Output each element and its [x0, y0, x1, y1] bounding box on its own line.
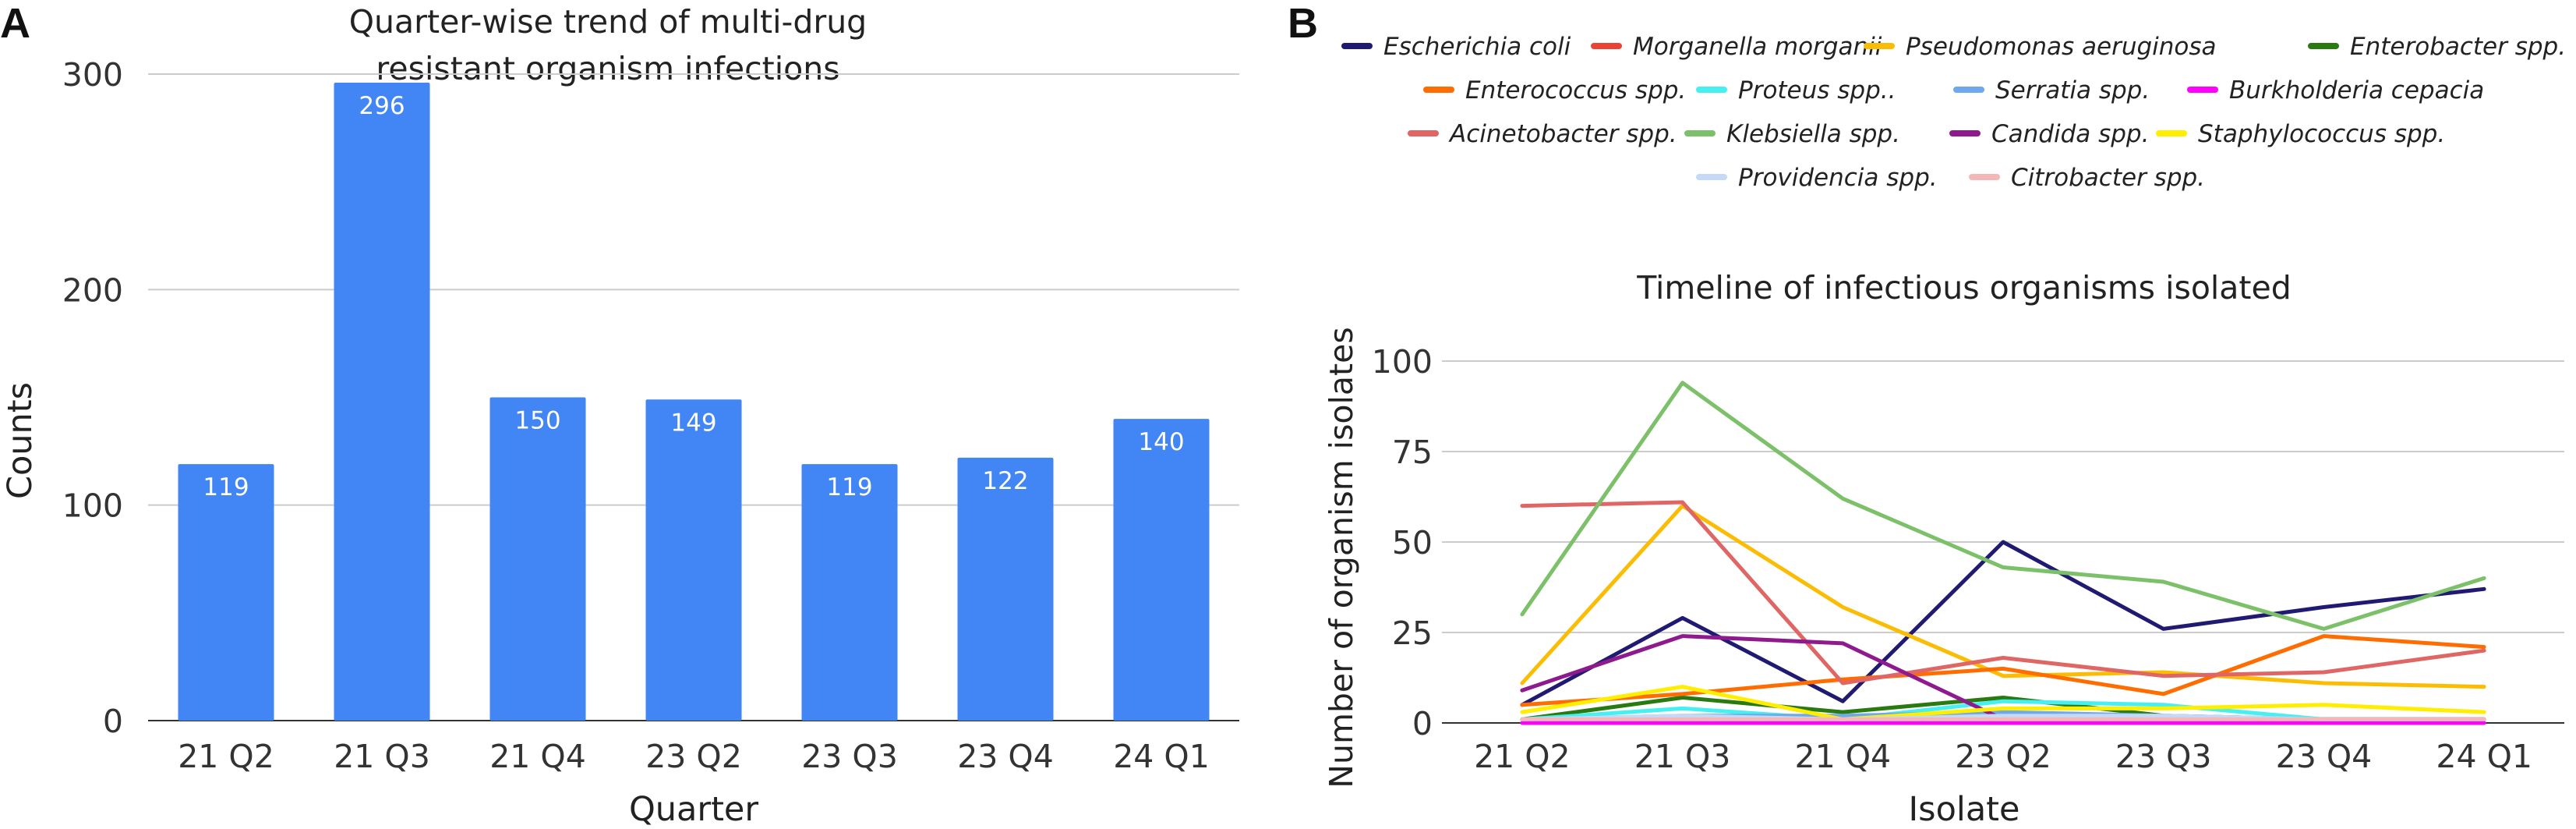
- bar-data-label: 119: [203, 473, 249, 501]
- line-x-tick-label: 23 Q3: [2115, 738, 2212, 775]
- bar: [957, 457, 1054, 721]
- bar: [178, 464, 274, 721]
- line-y-tick-label: 25: [1392, 615, 1433, 652]
- line-x-tick-label: 21 Q4: [1795, 738, 1892, 775]
- series-line-enterococcus-spp: [1520, 634, 2486, 707]
- line-chart: Escherichia coli Morganella morganii Pseud…: [1323, 33, 2566, 829]
- bar-data-label: 150: [514, 407, 560, 435]
- legend-label: Candida spp.: [1991, 120, 2149, 148]
- line-y-tick-label: 100: [1372, 343, 1433, 381]
- legend-label: Enterococcus spp.: [1465, 76, 1686, 105]
- legend-label: Morganella morganii: [1633, 33, 1882, 61]
- bar-x-tick-label: 23 Q4: [957, 738, 1054, 775]
- line-x-tick-label: 23 Q2: [1955, 738, 2051, 775]
- bar-data-label: 140: [1138, 428, 1184, 456]
- legend-label: Providencia spp.: [1738, 164, 1938, 192]
- panel-a-label: A: [0, 0, 30, 47]
- line-y-tick-label: 50: [1392, 524, 1433, 562]
- bar-data-label: 149: [670, 409, 716, 437]
- bar-y-tick-label: 100: [62, 487, 123, 525]
- series-line-acinetobacter-spp: [1520, 500, 2486, 686]
- bar-x-tick-label: 21 Q3: [334, 738, 430, 775]
- bar-data-label: 119: [826, 473, 872, 501]
- line-x-tick-label: 24 Q1: [2436, 738, 2532, 775]
- line-x-axis-label: Isolate: [1908, 790, 2019, 829]
- bar-chart-title: resistant organism infections: [376, 50, 839, 87]
- bar-x-axis-label: Quarter: [629, 790, 758, 829]
- bar-x-tick-label: 23 Q3: [801, 738, 898, 775]
- legend-label: Klebsiella spp.: [1726, 120, 1900, 148]
- line-x-tick-label: 21 Q3: [1634, 738, 1731, 775]
- bar-data-label: 122: [982, 467, 1028, 495]
- series-line-escherichia-coli: [1520, 540, 2486, 707]
- bar-y-tick-label: 0: [103, 703, 123, 740]
- bar: [645, 399, 742, 721]
- legend-label: Acinetobacter spp.: [1448, 120, 1677, 148]
- bar: [334, 83, 430, 721]
- panel-b-label: B: [1288, 0, 1318, 47]
- legend-label: Serratia spp.: [1995, 76, 2150, 105]
- bar-x-tick-label: 21 Q4: [489, 738, 586, 775]
- line-y-axis-label: Number of organism isolates: [1323, 327, 1360, 788]
- series-line-pseudomonas-aeruginosa: [1520, 504, 2486, 689]
- line-y-tick-label: 75: [1392, 434, 1433, 471]
- legend-label: Pseudomonas aeruginosa: [1906, 33, 2217, 61]
- bar-data-label: 296: [359, 92, 405, 120]
- bar: [1113, 419, 1210, 721]
- bar-y-tick-label: 200: [62, 271, 123, 309]
- bar-x-tick-label: 24 Q1: [1113, 738, 1210, 775]
- bar-y-tick-label: 300: [62, 56, 123, 94]
- line-y-tick-label: 0: [1412, 705, 1433, 742]
- bar-y-axis-label: Counts: [1, 382, 40, 499]
- bar-x-tick-label: 21 Q2: [178, 738, 274, 775]
- bar: [801, 464, 898, 721]
- legend-label: Escherichia coli: [1383, 33, 1571, 61]
- bar-x-tick-label: 23 Q2: [645, 738, 742, 775]
- bar-chart: Quarter-wise trend of multi-drug resistan…: [1, 3, 1239, 829]
- legend-label: Enterobacter spp.: [2350, 33, 2566, 61]
- legend-label: Citrobacter spp.: [2011, 164, 2205, 192]
- legend-label: Staphylococcus spp.: [2198, 120, 2445, 148]
- line-x-tick-label: 21 Q2: [1474, 738, 1571, 775]
- bar: [489, 397, 586, 721]
- legend-label: Proteus spp..: [1738, 76, 1896, 105]
- series-line-klebsiella-spp: [1520, 381, 2486, 631]
- line-chart-title: Timeline of infectious organisms isolate…: [1636, 269, 2292, 306]
- legend-label: Burkholderia cepacia: [2229, 76, 2484, 105]
- series-line-staphylococcus-spp: [1520, 685, 2486, 721]
- line-x-tick-label: 23 Q4: [2276, 738, 2373, 775]
- bar-chart-title: Quarter-wise trend of multi-drug: [349, 3, 867, 41]
